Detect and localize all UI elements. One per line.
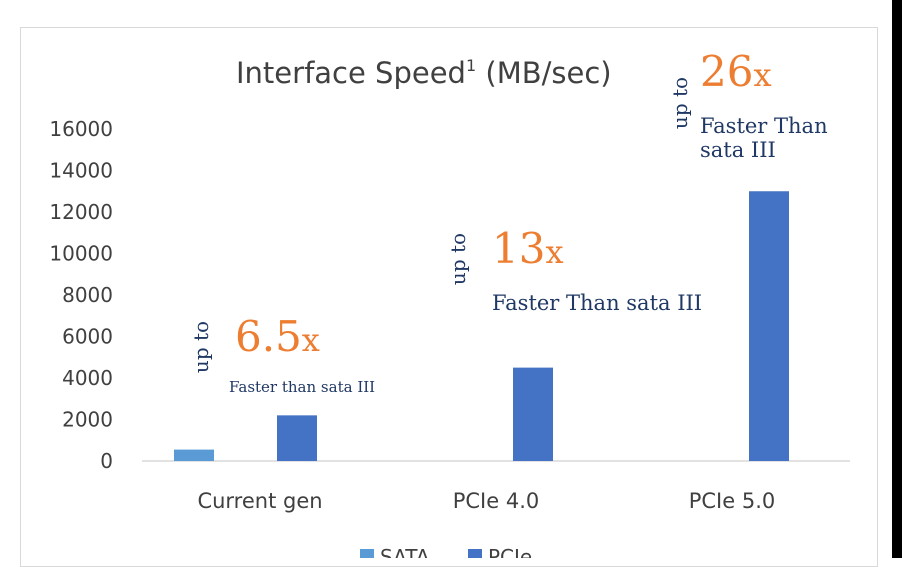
bar-pcie-2 <box>749 191 789 461</box>
chart-area <box>20 27 878 567</box>
legend-swatch <box>468 549 482 558</box>
y-tick-label: 16000 <box>49 117 113 141</box>
y-tick-label: 12000 <box>49 200 113 224</box>
legend-swatch <box>360 549 374 558</box>
x-tick-label: PCIe 4.0 <box>453 489 540 513</box>
annotation-up-to: up to <box>446 233 470 285</box>
annotation-note: Faster Than sata III <box>492 291 702 315</box>
bar-sata-0 <box>174 449 214 461</box>
annotation-up-to: up to <box>189 321 213 373</box>
annotation-note: Faster Than sata III <box>700 114 828 162</box>
legend: SATA PCIe <box>360 545 532 558</box>
annotations: up to 6.5x Faster than sata III up to 13x Fas… <box>189 47 828 396</box>
y-tick-label: 6000 <box>62 325 113 349</box>
y-axis-ticks: 0 2000 4000 6000 8000 10000 12000 14000 16000 <box>49 117 113 473</box>
bar-pcie-0 <box>277 415 317 461</box>
x-tick-label: PCIe 5.0 <box>689 489 776 513</box>
y-tick-label: 2000 <box>62 408 113 432</box>
bars <box>174 191 789 461</box>
legend-label: PCIe <box>488 545 532 558</box>
y-tick-label: 0 <box>100 449 113 473</box>
category-labels: Current gen PCIe 4.0 PCIe 5.0 <box>197 489 775 513</box>
window-edge <box>892 0 902 558</box>
x-tick-label: Current gen <box>197 489 322 513</box>
annotation-multiplier: 26x <box>700 47 772 96</box>
annotation-multiplier: 6.5x <box>235 312 320 361</box>
chart-title: Interface Speed1 (MB/sec) <box>236 56 612 90</box>
annotation-note: Faster than sata III <box>229 378 375 396</box>
annotation-multiplier: 13x <box>492 224 564 273</box>
legend-label: SATA <box>380 545 430 558</box>
y-tick-label: 4000 <box>62 366 113 390</box>
y-tick-label: 8000 <box>62 283 113 307</box>
y-tick-label: 14000 <box>49 159 113 183</box>
annotation-up-to: up to <box>668 77 692 129</box>
y-tick-label: 10000 <box>49 242 113 266</box>
bar-pcie-1 <box>513 367 553 461</box>
